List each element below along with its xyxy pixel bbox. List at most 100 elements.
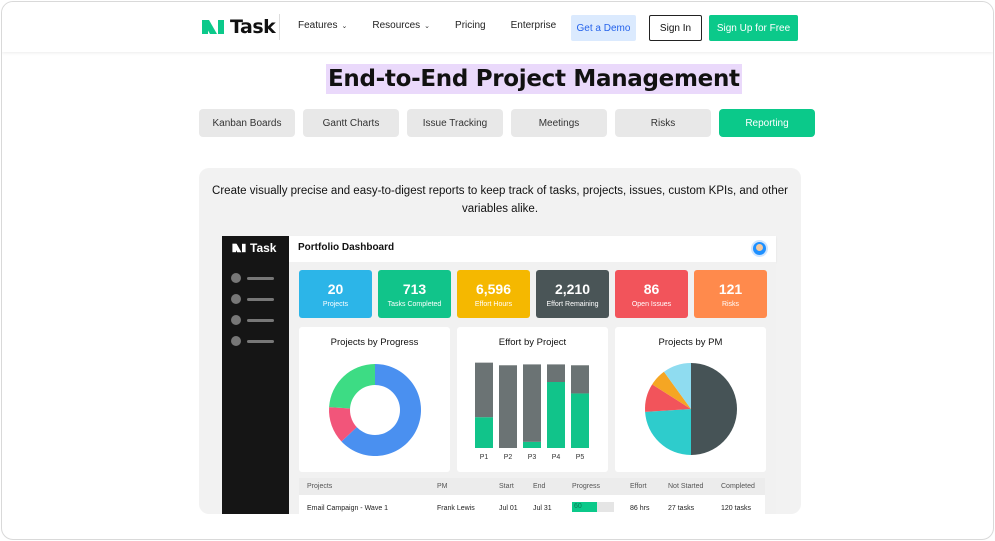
chart-title: Projects by Progress: [330, 337, 419, 348]
cell-pm: Frank Lewis: [437, 505, 475, 512]
sidebar-placeholder-line: [247, 339, 274, 343]
progress-bar-fill: [572, 502, 598, 512]
kpi-tasks-completed: 713 Tasks Completed: [378, 270, 451, 318]
sidebar-item[interactable]: [231, 273, 274, 283]
table-header: Projects PM Start End Progress Effort No…: [299, 478, 765, 495]
nav-link-features[interactable]: Features ⌄: [298, 20, 347, 31]
chart-card-progress: Projects by Progress: [299, 327, 450, 472]
tab-risks[interactable]: Risks: [615, 109, 711, 137]
bar-category-label: P3: [528, 454, 537, 461]
bar-segment: [547, 364, 565, 382]
column-header: End: [533, 483, 546, 490]
bar-segment: [571, 393, 589, 448]
progress-donut-chart: [329, 364, 421, 456]
cell-completed: 120 tasks: [721, 505, 751, 512]
cell-not-started: 27 tasks: [668, 505, 695, 512]
nav-divider: [279, 14, 280, 40]
bar-segment: [523, 441, 541, 448]
dashboard-logo-text: Task: [250, 241, 277, 255]
nav-links: Features ⌄ Resources ⌄ Pricing Enterpris…: [298, 20, 581, 31]
nav-link-label: Enterprise: [510, 20, 557, 31]
bar-segment: [571, 365, 589, 394]
logo-mark-icon: [232, 243, 246, 253]
kpi-value: 2,210: [554, 280, 591, 297]
kpi-open-issues: 86 Open Issues: [615, 270, 688, 318]
avatar[interactable]: [751, 240, 768, 257]
top-navbar: Task Features ⌄ Resources ⌄ Pricing Ente…: [2, 2, 993, 52]
dashboard-main: 20 Projects 713 Tasks Completed 6,596 Effor…: [289, 262, 776, 514]
tab-reporting[interactable]: Reporting: [719, 109, 815, 137]
kpi-value: 6,596: [475, 280, 512, 297]
sidebar-item[interactable]: [231, 315, 274, 325]
bar-segment: [523, 364, 541, 442]
brand-name: Task: [230, 16, 276, 38]
kpi-row: 20 Projects 713 Tasks Completed 6,596 Effor…: [299, 270, 767, 318]
column-header: Effort: [630, 483, 647, 490]
cell-end: Jul 31: [533, 505, 552, 512]
progress-value: 60: [574, 503, 582, 510]
get-demo-button[interactable]: Get a Demo: [571, 15, 636, 41]
sidebar-dot-icon: [231, 336, 241, 346]
pie-slice: [645, 384, 691, 412]
sidebar-dot-icon: [231, 315, 241, 325]
bar-segment: [475, 417, 493, 448]
chevron-down-icon: ⌄: [424, 22, 431, 30]
dashboard-sidebar: Task: [222, 236, 289, 514]
cell-effort: 86 hrs: [630, 505, 650, 512]
tab-kanban-boards[interactable]: Kanban Boards: [199, 109, 295, 137]
column-header: PM: [437, 483, 448, 490]
bar-category-label: P4: [552, 454, 561, 461]
bar-segment: [547, 382, 565, 448]
kpi-value: 86: [643, 280, 660, 297]
kpi-effort-remaining: 2,210 Effort Remaining: [536, 270, 609, 318]
dashboard-screenshot: Task Portfolio Dashboard 20 Projects 713 T…: [222, 236, 776, 514]
tab-issue-tracking[interactable]: Issue Tracking: [407, 109, 503, 137]
feature-tabs: Kanban Boards Gantt Charts Issue Trackin…: [199, 109, 815, 137]
sidebar-item[interactable]: [231, 336, 274, 346]
brand-logo[interactable]: Task: [200, 16, 276, 38]
nav-link-pricing[interactable]: Pricing: [455, 20, 486, 31]
sign-up-button[interactable]: Sign Up for Free: [709, 15, 798, 41]
nav-link-label: Resources: [372, 20, 421, 31]
dashboard-title: Portfolio Dashboard: [298, 242, 395, 253]
column-header: Not Started: [668, 483, 704, 490]
bar-category-label: P2: [504, 454, 513, 461]
nav-link-label: Features: [298, 20, 338, 31]
nav-link-enterprise[interactable]: Enterprise: [511, 20, 557, 31]
kpi-label: Tasks Completed: [387, 300, 442, 308]
kpi-projects: 20 Projects: [299, 270, 372, 318]
logo-mark-icon: [202, 20, 224, 34]
donut-hole: [350, 385, 400, 435]
sign-in-button[interactable]: Sign In: [649, 15, 702, 41]
pm-pie-chart: [645, 363, 737, 455]
kpi-value: 20: [327, 280, 344, 297]
pie-slice: [645, 409, 691, 455]
page-title: End-to-End Project Management: [326, 64, 742, 94]
sidebar-item[interactable]: [231, 294, 274, 304]
tab-gantt-charts[interactable]: Gantt Charts: [303, 109, 399, 137]
pie-slice: [652, 371, 691, 409]
sidebar-dot-icon: [231, 294, 241, 304]
kpi-value: 713: [402, 280, 427, 297]
sidebar-placeholder-line: [247, 276, 274, 280]
kpi-label: Risks: [721, 300, 740, 308]
projects-table: Projects PM Start End Progress Effort No…: [299, 478, 765, 514]
chart-title: Projects by PM: [658, 337, 723, 348]
chevron-down-icon: ⌄: [341, 22, 348, 30]
pie-slice: [691, 363, 737, 455]
effort-bar-chart: P1 P2 P3 P4 P5: [475, 362, 589, 461]
column-header: Completed: [721, 483, 755, 490]
dashboard-logo: Task: [231, 241, 276, 255]
nav-link-resources[interactable]: Resources ⌄: [372, 20, 430, 31]
sidebar-placeholder-line: [247, 297, 274, 301]
bar-category-label: P5: [576, 454, 585, 461]
kpi-label: Projects: [322, 300, 349, 308]
kpi-value: 121: [718, 280, 743, 297]
tab-meetings[interactable]: Meetings: [511, 109, 607, 137]
column-header: Start: [499, 483, 514, 490]
dashboard-header: Portfolio Dashboard: [289, 236, 776, 262]
progress-bar: 60: [572, 502, 614, 512]
nav-link-label: Pricing: [455, 20, 486, 31]
sidebar-dot-icon: [231, 273, 241, 283]
